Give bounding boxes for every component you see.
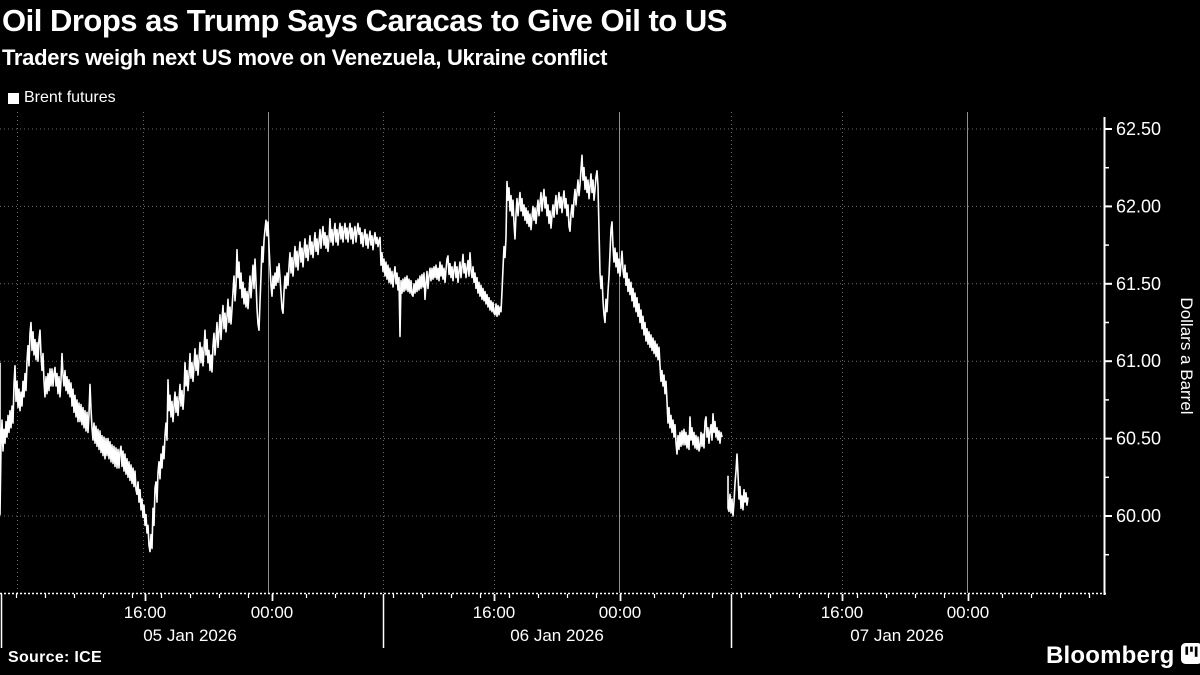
- x-date-label: 05 Jan 2026: [143, 626, 237, 645]
- page-title: Oil Drops as Trump Says Caracas to Give …: [2, 3, 727, 38]
- x-date-label: 07 Jan 2026: [850, 626, 944, 645]
- x-tick-label: 16:00: [821, 603, 864, 622]
- price-line: [0, 154, 723, 553]
- x-tick-label: 00:00: [599, 603, 642, 622]
- legend: Brent futures: [8, 89, 116, 107]
- y-tick-label: 60.00: [1116, 506, 1161, 526]
- source-note: Source: ICE: [8, 649, 102, 666]
- y-axis-title: Dollars a Barrel: [1177, 297, 1196, 414]
- y-tick-label: 61.50: [1116, 274, 1161, 294]
- bloomberg-logo: Bloomberg: [1046, 642, 1200, 670]
- price-line: [727, 453, 749, 517]
- x-date-label: 06 Jan 2026: [510, 626, 604, 645]
- x-tick-label: 00:00: [947, 603, 990, 622]
- x-tick-label: 16:00: [473, 603, 516, 622]
- y-tick-label: 62.50: [1116, 119, 1161, 139]
- x-tick-label: 16:00: [124, 603, 167, 622]
- bloomberg-wordmark: Bloomberg: [1046, 642, 1175, 669]
- bloomberg-bars-icon: [1181, 643, 1200, 669]
- y-tick-label: 61.00: [1116, 351, 1161, 371]
- x-tick-label: 00:00: [251, 603, 294, 622]
- y-tick-label: 62.00: [1116, 196, 1161, 216]
- legend-swatch-icon: [8, 92, 19, 104]
- legend-label: Brent futures: [24, 89, 116, 106]
- page-subtitle: Traders weigh next US move on Venezuela,…: [2, 45, 608, 70]
- y-tick-label: 60.50: [1116, 429, 1161, 449]
